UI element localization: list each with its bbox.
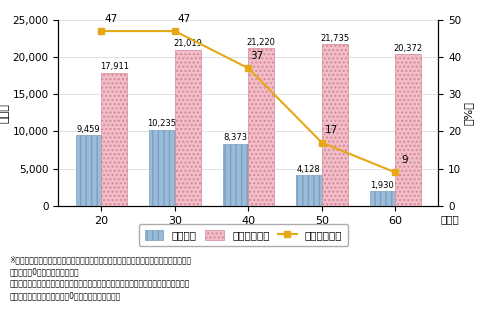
Bar (149, 130, 175, 206)
Text: 21,019: 21,019 (173, 39, 202, 48)
Bar (175, 49, 201, 206)
Bar (322, 44, 348, 206)
Text: 47: 47 (177, 14, 190, 24)
Bar (101, 73, 127, 206)
Text: （代）: （代） (441, 214, 460, 224)
Bar (296, 175, 322, 206)
Legend: 全体平均, 利用者の平均, 利用者の割合: 全体平均, 利用者の平均, 利用者の割合 (139, 224, 348, 246)
Text: 21,220: 21,220 (247, 38, 276, 46)
Text: ※全体平均は、調査対象者を分母としたスマホによる消費金額の平均（スマホによる消
　費金額が0円の者も含め算出）
　利用者の平均は、スマホによる消費を行った者に限: ※全体平均は、調査対象者を分母としたスマホによる消費金額の平均（スマホによる消 … (10, 256, 192, 300)
Text: 9,459: 9,459 (77, 125, 100, 134)
Bar (370, 192, 395, 206)
Text: 21,735: 21,735 (320, 34, 349, 43)
Text: 37: 37 (251, 51, 264, 61)
Text: 1,930: 1,930 (371, 181, 394, 190)
Text: 9: 9 (402, 155, 408, 165)
Y-axis label: （%）: （%） (464, 101, 474, 125)
Text: 17,911: 17,911 (100, 62, 129, 71)
Text: 4,128: 4,128 (297, 165, 321, 174)
Bar (75, 135, 101, 206)
Y-axis label: （円）: （円） (0, 103, 10, 123)
Bar (395, 54, 421, 206)
Text: 10,235: 10,235 (148, 119, 177, 128)
Bar (248, 48, 274, 206)
Text: 20,372: 20,372 (393, 44, 423, 53)
Text: 47: 47 (104, 14, 117, 24)
Text: 17: 17 (325, 125, 338, 135)
Bar (223, 143, 248, 206)
Text: 8,373: 8,373 (224, 133, 247, 142)
